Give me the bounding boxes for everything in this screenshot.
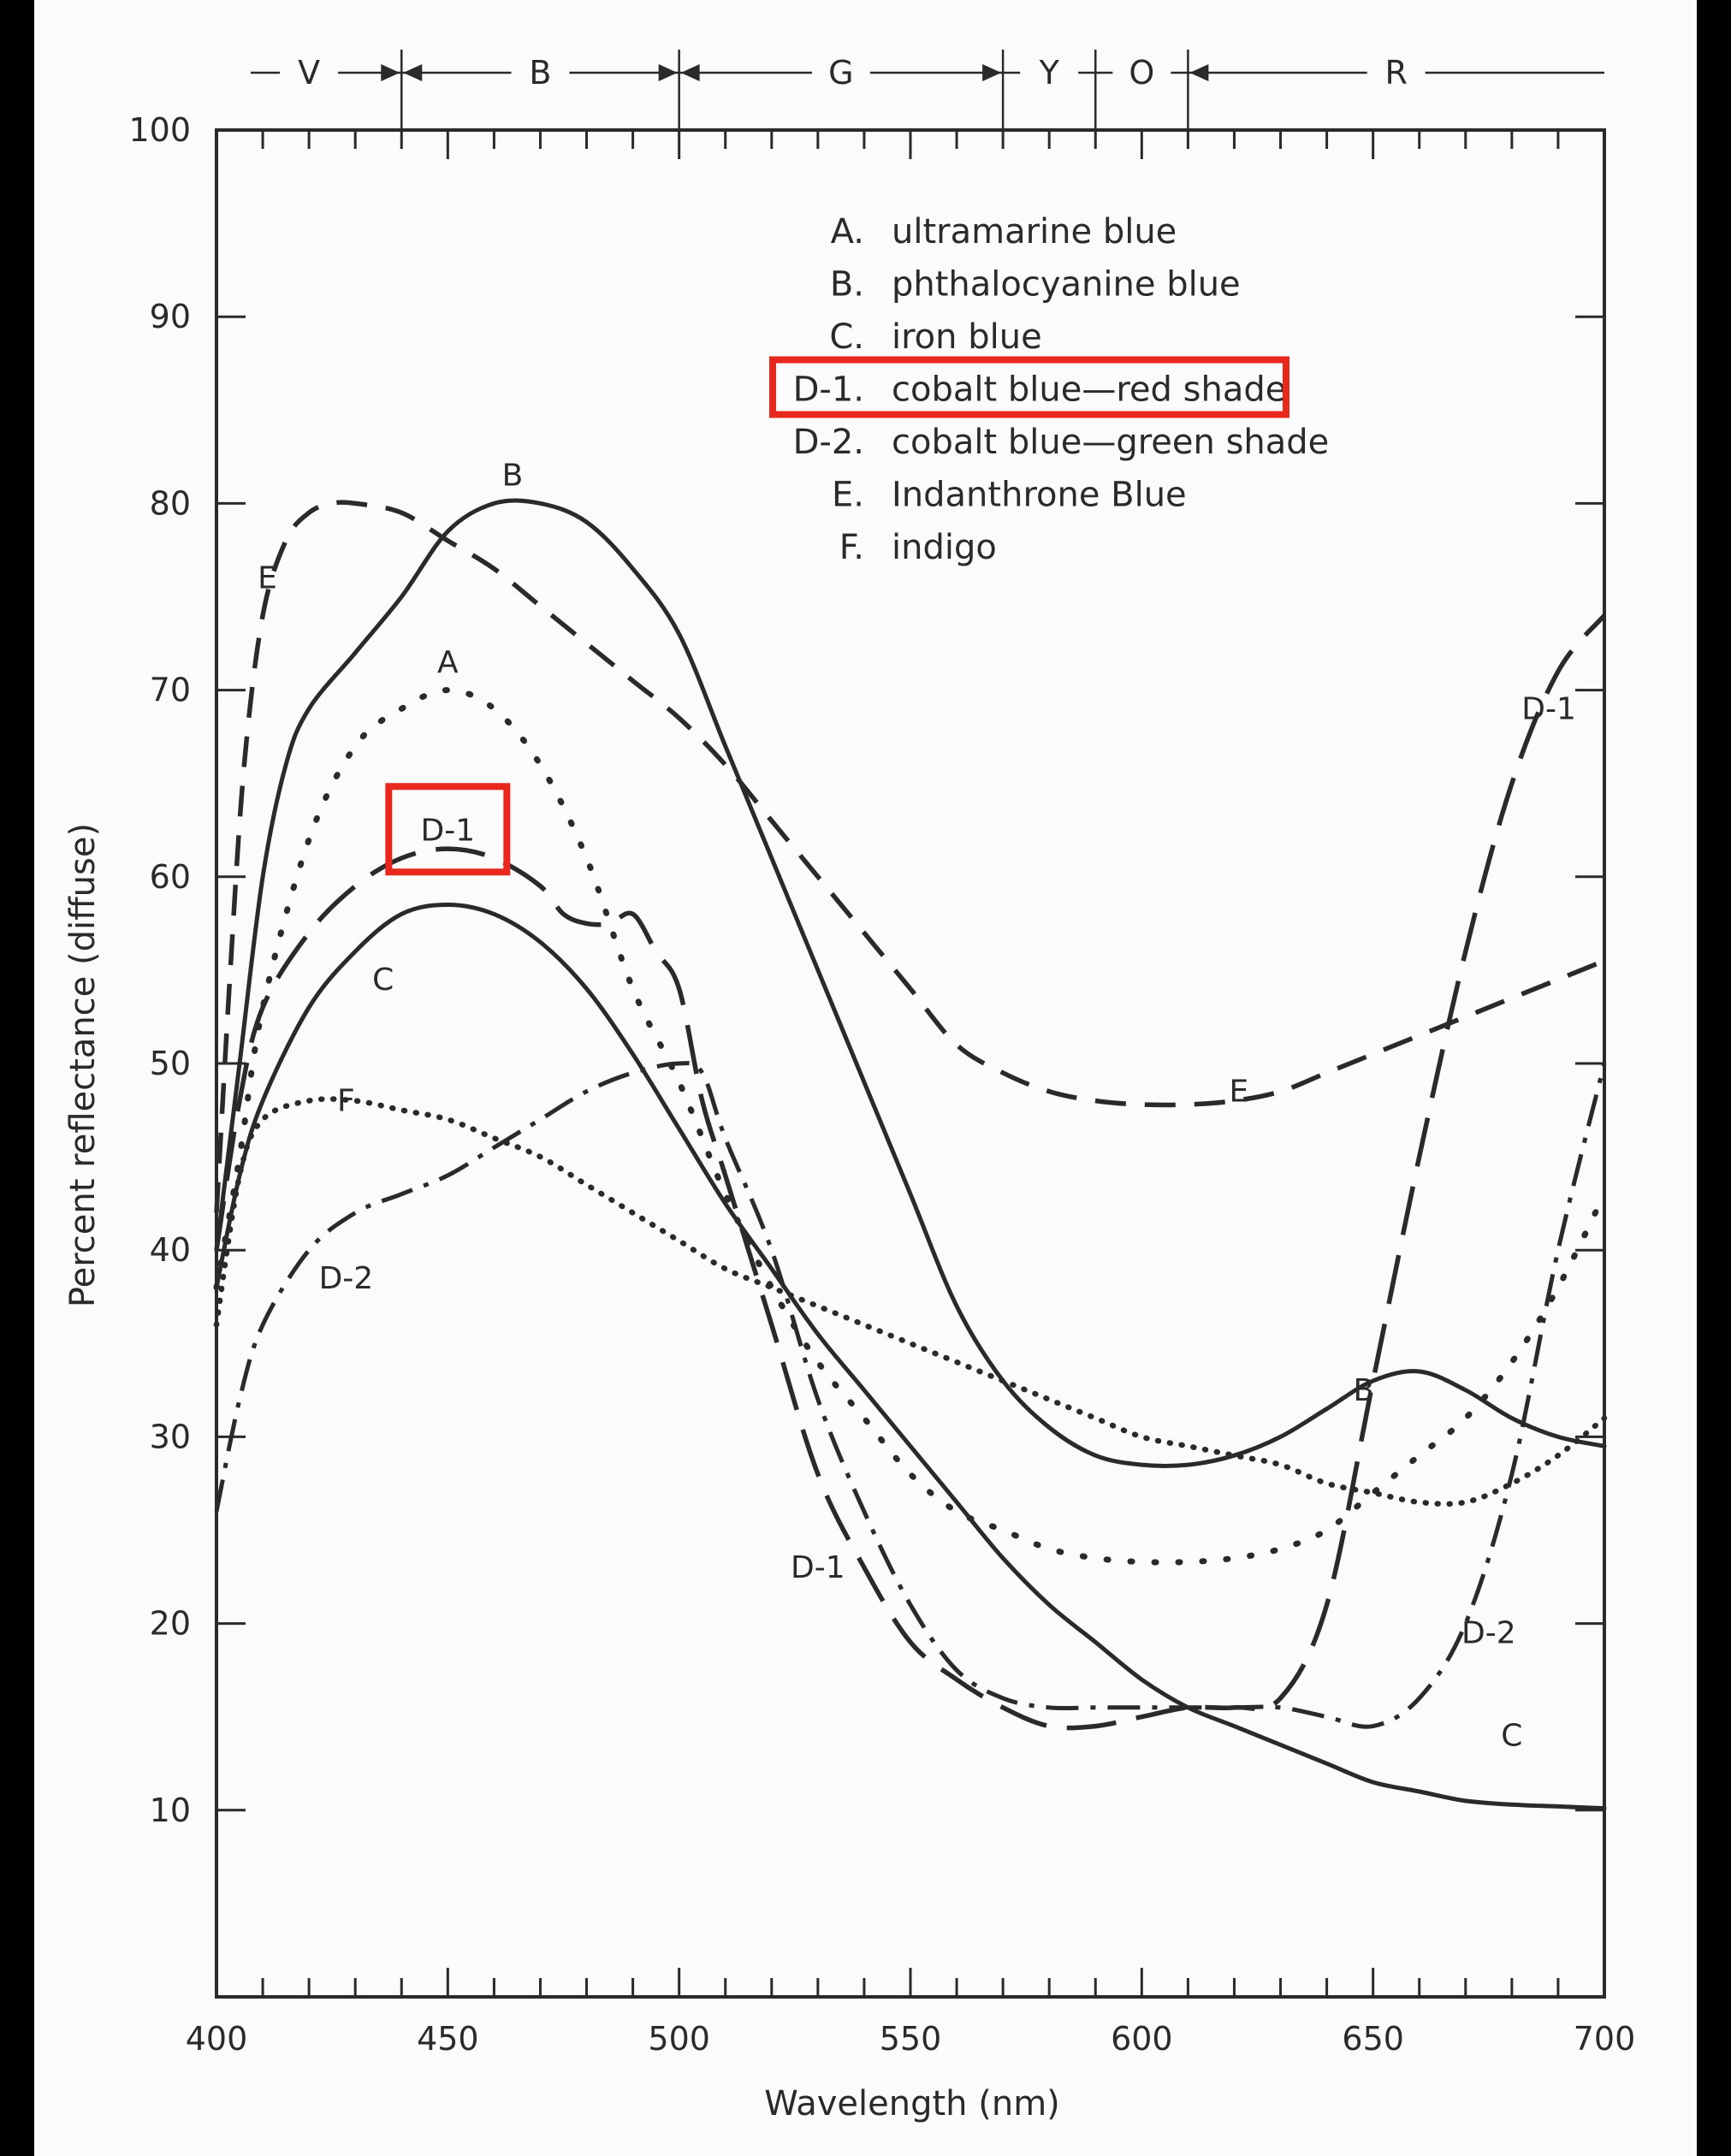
curve-label-b: B — [1354, 1373, 1375, 1408]
curve-label-e: E — [258, 561, 277, 596]
curve-label-a: A — [437, 645, 459, 680]
band-arrow-left — [680, 64, 700, 81]
legend-key: F. — [839, 528, 864, 567]
y-tick-label: 60 — [150, 858, 191, 896]
band-arrow-left — [1189, 64, 1209, 81]
x-tick-label: 650 — [1342, 2020, 1404, 2058]
y-tick-label: 50 — [150, 1045, 191, 1082]
x-tick-label: 700 — [1574, 2020, 1636, 2058]
band-label: B — [529, 54, 551, 92]
curve-label-d-2: D-2 — [1461, 1616, 1516, 1651]
band-label: V — [298, 54, 320, 92]
x-tick-label: 500 — [648, 2020, 710, 2058]
band-label: G — [828, 54, 853, 92]
band-label: O — [1129, 54, 1154, 92]
band-label-bg — [280, 54, 339, 92]
series-line-f — [213, 1096, 1608, 1507]
curve-labels: A B C D-1 D-1 D-1 D-2 D-2 E E F B C — [258, 459, 1576, 1754]
curve-label-d-2: D-2 — [319, 1261, 374, 1296]
curve-label-d-1: D-1 — [1521, 691, 1576, 726]
legend-text: phthalocyanine blue — [892, 265, 1241, 305]
legend-key: E. — [832, 476, 864, 515]
curve-label-c: C — [372, 962, 394, 998]
x-tick-label: 600 — [1111, 2020, 1173, 2058]
band-arrow-right — [982, 64, 1002, 81]
y-tick-label: 10 — [150, 1792, 191, 1829]
legend-text: ultramarine blue — [892, 212, 1177, 252]
series-line-b — [214, 498, 1607, 1468]
legend-text: cobalt blue—red shade — [892, 370, 1286, 410]
curve-label-c: C — [1501, 1719, 1522, 1754]
band-label-bg — [811, 54, 870, 92]
band-arrow-left — [403, 64, 423, 81]
band-arrow-right — [381, 64, 400, 81]
curve-label-d-1: D-1 — [421, 813, 476, 848]
y-tick-label: 100 — [128, 111, 191, 149]
x-axis-title: Wavelength (nm) — [764, 2084, 1060, 2123]
band-label-bg — [1366, 54, 1426, 92]
band-label-bg — [511, 54, 570, 92]
series-line-d-1 — [214, 613, 1607, 1731]
y-tick-label: 90 — [150, 298, 191, 335]
highlight-box-legend — [769, 356, 1289, 418]
series-line-d-2 — [214, 1061, 1607, 1729]
axis-ticks: 400 450 500 550 600 650 700 10 20 30 40 50 60 70 80 90 1… — [128, 111, 1635, 2058]
legend-text: cobalt blue—green shade — [892, 423, 1329, 462]
curve-label-d-1: D-1 — [791, 1550, 845, 1585]
legend-key: D-2. — [793, 423, 864, 462]
band-label: R — [1384, 54, 1407, 92]
legend-key: C. — [829, 317, 864, 357]
legend-key: D-1. — [793, 370, 864, 410]
y-tick-label: 70 — [150, 672, 191, 709]
legend-text: iron blue — [892, 317, 1042, 357]
band-arrow-right — [658, 64, 678, 81]
legend-key: A. — [831, 212, 864, 252]
band-label-bg — [1112, 54, 1171, 92]
y-tick-label: 20 — [150, 1605, 191, 1643]
highlight-box-curve-label — [385, 783, 511, 876]
curve-label-e: E — [1229, 1075, 1248, 1110]
curve-label-b: B — [502, 459, 524, 494]
x-tick-label: 450 — [417, 2020, 479, 2058]
y-tick-label: 40 — [150, 1231, 191, 1269]
x-tick-label: 400 — [186, 2020, 248, 2058]
y-tick-label: 80 — [150, 484, 191, 522]
series-line-c — [214, 903, 1607, 1811]
legend-text: Indanthrone Blue — [892, 476, 1187, 515]
chart-page: V B G Y O R 400 450 500 550 600 650 700 10 20 30 40 50 60… — [34, 0, 1697, 2156]
band-label: Y — [1039, 54, 1060, 92]
curves — [213, 498, 1608, 1811]
legend-key: B. — [830, 265, 864, 305]
y-axis-title: Percent reflectance (diffuse) — [63, 823, 103, 1307]
reflectance-chart: V B G Y O R 400 450 500 550 600 650 700 10 20 30 40 50 60… — [63, 50, 1635, 2123]
legend-text: indigo — [892, 528, 997, 567]
series-line-e — [214, 500, 1606, 1213]
y-tick-label: 30 — [150, 1418, 191, 1455]
curve-label-f: F — [337, 1084, 355, 1119]
x-tick-label: 550 — [880, 2020, 942, 2058]
band-label-bg — [1020, 54, 1079, 92]
legend: A. ultramarine blue B. phthalocyanine blue C… — [769, 212, 1329, 567]
